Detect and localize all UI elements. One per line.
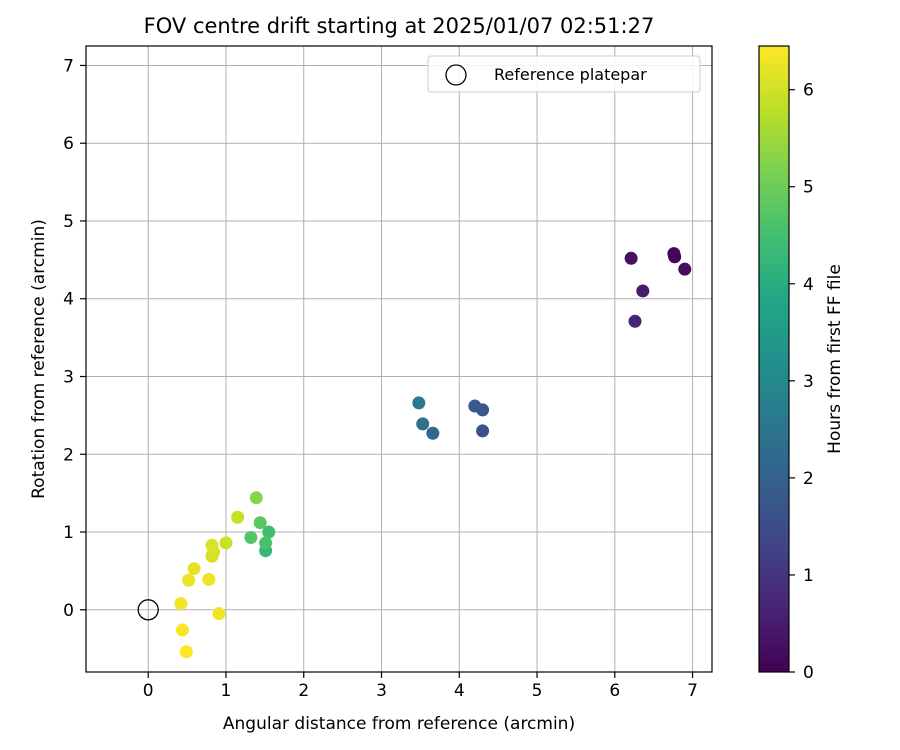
data-points bbox=[137, 247, 692, 659]
data-point-17 bbox=[249, 491, 263, 505]
legend-box bbox=[427, 55, 701, 93]
data-point-16 bbox=[253, 516, 267, 530]
y-tick-label-6: 6 bbox=[63, 134, 74, 154]
x-tick-label-2: 2 bbox=[298, 681, 309, 701]
x-tick-label-0: 0 bbox=[143, 681, 154, 701]
plot-area: 0 1 2 3 4 5 6 7 0 1 2 3 4 5 6 7 bbox=[63, 45, 713, 701]
x-tick-label-5: 5 bbox=[532, 681, 543, 701]
data-point-2 bbox=[678, 262, 692, 276]
data-point-15 bbox=[244, 530, 258, 544]
y-tick-label-4: 4 bbox=[63, 290, 74, 310]
data-point-3 bbox=[624, 251, 638, 265]
colorbar-label: Hours from first FF file bbox=[825, 264, 845, 454]
data-point-14 bbox=[259, 536, 273, 550]
x-tick-label-7: 7 bbox=[687, 681, 698, 701]
data-point-29 bbox=[179, 645, 193, 659]
data-point-4 bbox=[636, 284, 650, 298]
data-point-13 bbox=[262, 525, 276, 539]
y-tick-label-7: 7 bbox=[63, 56, 74, 76]
colorbar: 0 1 2 3 4 5 6 Hours from first FF file bbox=[758, 45, 845, 683]
data-point-28 bbox=[175, 623, 189, 637]
data-point-25 bbox=[202, 572, 216, 586]
data-point-5 bbox=[628, 314, 642, 328]
colorbar-frame bbox=[758, 45, 790, 673]
colorbar-tick-label-3: 3 bbox=[803, 372, 814, 392]
reference-platepar-marker bbox=[137, 599, 159, 621]
legend: Reference platepar bbox=[427, 55, 701, 93]
data-point-11 bbox=[412, 396, 426, 410]
legend-marker-reference bbox=[445, 64, 467, 86]
y-tick-label-0: 0 bbox=[63, 601, 74, 621]
chart-title: FOV centre drift starting at 2025/01/07 … bbox=[144, 14, 655, 38]
data-point-24 bbox=[182, 573, 196, 587]
y-tick-label-5: 5 bbox=[63, 212, 74, 232]
data-point-19 bbox=[219, 536, 233, 550]
y-tick-label-1: 1 bbox=[63, 523, 74, 543]
data-point-1 bbox=[668, 250, 682, 264]
data-point-9 bbox=[426, 426, 440, 440]
colorbar-tick-label-1: 1 bbox=[803, 566, 814, 586]
data-point-10 bbox=[416, 417, 430, 431]
legend-entry-reference: Reference platepar bbox=[494, 65, 647, 84]
data-point-18 bbox=[231, 510, 245, 524]
x-tick-label-3: 3 bbox=[376, 681, 387, 701]
x-tick-label-1: 1 bbox=[221, 681, 232, 701]
y-tick-label-3: 3 bbox=[63, 367, 74, 387]
data-point-8 bbox=[468, 399, 482, 413]
plot-frame bbox=[85, 45, 713, 673]
colorbar-ticks: 0 1 2 3 4 5 6 bbox=[789, 81, 814, 683]
colorbar-tick-label-5: 5 bbox=[803, 178, 814, 198]
data-point-23 bbox=[187, 562, 201, 576]
x-tick-label-4: 4 bbox=[454, 681, 465, 701]
x-tick-label-6: 6 bbox=[609, 681, 620, 701]
colorbar-tick-label-2: 2 bbox=[803, 469, 814, 489]
data-point-22 bbox=[205, 538, 219, 552]
colorbar-gradient bbox=[759, 46, 789, 672]
y-tick-label-2: 2 bbox=[63, 445, 74, 465]
colorbar-tick-label-4: 4 bbox=[803, 275, 814, 295]
y-axis-label: Rotation from reference (arcmin) bbox=[29, 219, 49, 499]
data-point-26 bbox=[212, 607, 226, 621]
colorbar-tick-label-0: 0 bbox=[803, 663, 814, 683]
data-point-6 bbox=[476, 424, 490, 438]
axis-ticks: 0 1 2 3 4 5 6 7 0 1 2 3 4 5 6 7 bbox=[63, 56, 698, 701]
grid-lines bbox=[86, 46, 712, 672]
data-point-27 bbox=[174, 597, 188, 611]
colorbar-tick-label-6: 6 bbox=[803, 81, 814, 101]
x-axis-label: Angular distance from reference (arcmin) bbox=[223, 714, 575, 734]
